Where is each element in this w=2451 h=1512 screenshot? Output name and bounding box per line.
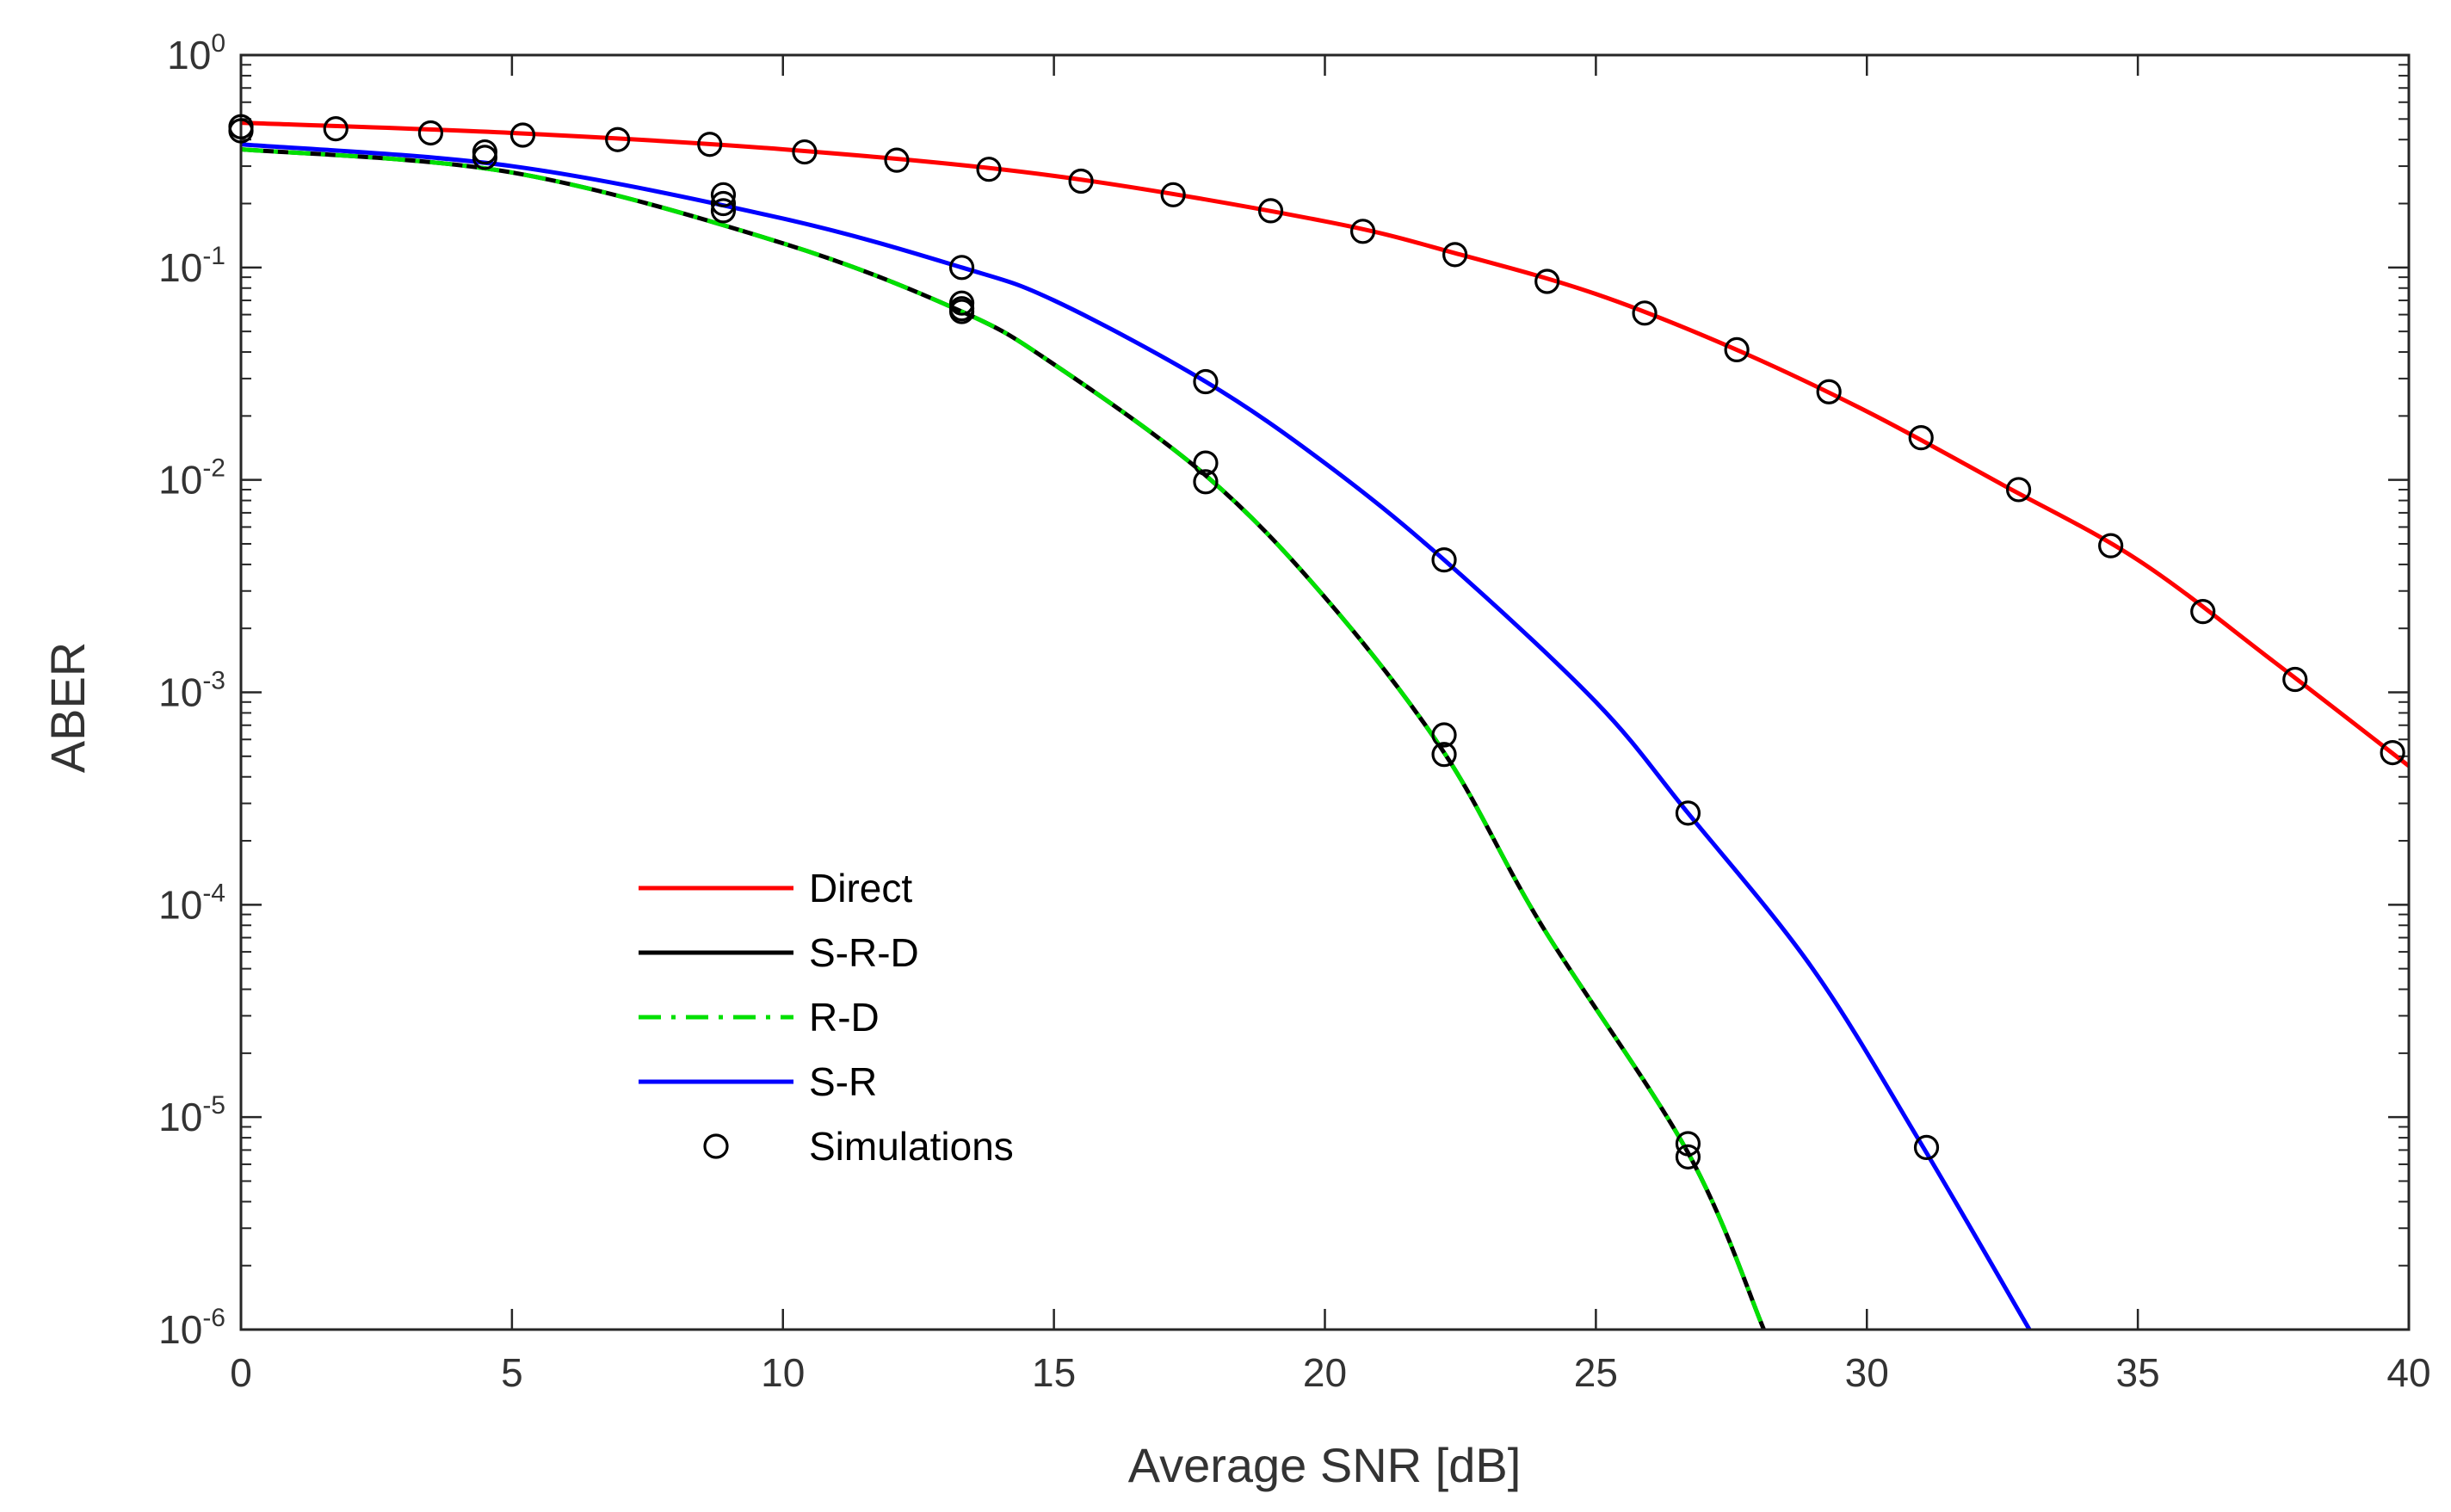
simulation-point — [1632, 300, 1658, 326]
simulation-point — [710, 182, 737, 207]
x-tick-label: 10 — [761, 1350, 805, 1395]
simulation-point — [1193, 368, 1219, 395]
series-line-direct — [241, 120, 2409, 768]
y-axis-title: ABER — [40, 642, 95, 774]
x-tick-label: 15 — [1032, 1350, 1076, 1395]
x-tick-label: 35 — [2116, 1350, 2160, 1395]
simulation-point — [1913, 1134, 1940, 1160]
x-tick-label: 5 — [501, 1350, 523, 1395]
plot-area — [241, 55, 2409, 1330]
legend-label: S-R — [809, 1059, 877, 1104]
simulation-point — [884, 147, 910, 173]
simulation-point — [1431, 722, 1457, 748]
simulation-point — [2005, 477, 2032, 503]
y-tick-label: 10-1 — [158, 242, 225, 290]
legend-marker-simulations — [703, 1133, 729, 1159]
simulation-point — [1675, 1131, 1701, 1157]
simulation-point — [1431, 742, 1457, 768]
simulation-point — [1675, 1144, 1701, 1169]
legend-label: Simulations — [809, 1124, 1014, 1169]
legend-label: S-R-D — [809, 930, 919, 975]
simulation-point — [792, 139, 818, 165]
y-tick-label: 10-3 — [158, 667, 225, 715]
y-tick-label: 10-2 — [158, 454, 225, 503]
simulation-point — [1675, 800, 1701, 826]
y-tick-label: 10-6 — [158, 1304, 225, 1352]
x-tick-label: 30 — [1845, 1350, 1889, 1395]
y-tick-label: 100 — [167, 29, 225, 77]
legend-label: Direct — [809, 866, 912, 910]
legend: Direct S-R-D R-D S-R Simulations — [639, 866, 1014, 1169]
simulation-point — [228, 118, 254, 144]
simulation-point — [2190, 599, 2216, 625]
simulation-point — [1193, 469, 1219, 495]
simulation-point — [1193, 450, 1219, 476]
simulation-point — [509, 122, 536, 148]
simulation-point — [472, 145, 497, 170]
simulation-point — [1160, 182, 1186, 207]
simulation-point — [697, 132, 723, 157]
x-tick-label: 20 — [1303, 1350, 1347, 1395]
simulation-point — [323, 116, 349, 142]
simulation-point — [1349, 219, 1376, 244]
simulation-point — [1724, 336, 1750, 363]
y-tick-label: 10-5 — [158, 1091, 225, 1139]
simulation-point — [1534, 268, 1560, 294]
simulation-point — [1431, 547, 1457, 573]
x-tick-label: 25 — [1574, 1350, 1618, 1395]
simulation-point — [1068, 168, 1094, 194]
simulation-point — [1257, 198, 1284, 224]
x-tick-label: 40 — [2386, 1350, 2430, 1395]
legend-label: R-D — [809, 995, 880, 1040]
simulation-point — [1908, 425, 1934, 451]
simulation-point — [710, 190, 737, 217]
simulation-point — [417, 120, 444, 146]
simulation-point — [2098, 533, 2124, 559]
simulation-point — [976, 157, 1002, 182]
simulation-point — [710, 198, 737, 224]
simulation-point — [2282, 666, 2308, 693]
x-tick-label: 0 — [230, 1350, 252, 1395]
simulation-point — [2380, 739, 2405, 766]
y-tick-label: 10-4 — [158, 879, 225, 927]
simulation-point — [605, 127, 631, 152]
x-axis-title: Average SNR [dB] — [1128, 1438, 1522, 1492]
simulation-point — [948, 255, 975, 281]
simulation-point — [1816, 379, 1842, 404]
axes-box — [239, 53, 2411, 1331]
simulation-point — [948, 299, 975, 324]
simulation-point — [1442, 242, 1468, 268]
